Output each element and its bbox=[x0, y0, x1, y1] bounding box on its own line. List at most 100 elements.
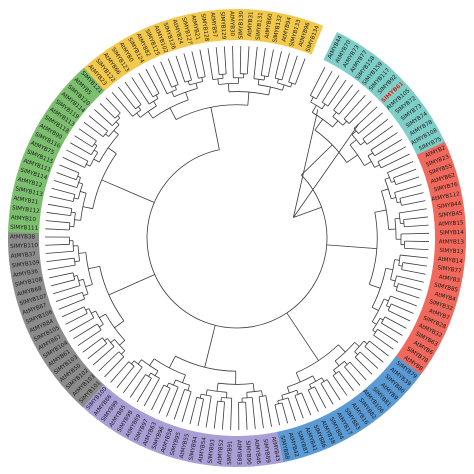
branch-segment bbox=[287, 397, 296, 421]
branch-segment bbox=[263, 75, 266, 81]
branch-segment bbox=[169, 107, 177, 120]
branch-segment bbox=[51, 187, 76, 195]
branch-arc bbox=[387, 172, 392, 183]
branch-segment bbox=[232, 46, 234, 78]
branch-segment bbox=[107, 147, 117, 154]
branch-segment bbox=[66, 149, 89, 162]
leaf-label: SlMYB77 bbox=[437, 265, 462, 275]
branch-segment bbox=[260, 48, 266, 76]
branch-segment bbox=[384, 177, 390, 180]
branch-segment bbox=[195, 82, 198, 89]
branch-segment bbox=[154, 370, 159, 376]
branch-segment bbox=[116, 365, 135, 389]
purple-clade-segment bbox=[251, 434, 265, 467]
branch-segment bbox=[201, 77, 204, 82]
branch-segment bbox=[166, 382, 170, 387]
red-clade-segment bbox=[430, 270, 463, 287]
grey-clade-segment bbox=[26, 315, 59, 337]
branch-segment bbox=[267, 49, 274, 77]
branch-segment bbox=[82, 337, 103, 353]
branch-segment bbox=[187, 80, 190, 86]
branch-segment bbox=[293, 123, 360, 218]
branch-segment bbox=[309, 384, 312, 389]
purple-clade-segment bbox=[259, 433, 274, 466]
branch-segment bbox=[117, 115, 121, 119]
branch-segment bbox=[45, 220, 70, 224]
branch-segment bbox=[282, 84, 285, 91]
branch-segment bbox=[108, 274, 155, 296]
branch-arc bbox=[108, 124, 120, 137]
cyan-clade-segment bbox=[394, 99, 426, 127]
branch-segment bbox=[312, 375, 317, 382]
branch-segment bbox=[399, 192, 424, 199]
branch-segment bbox=[311, 105, 317, 113]
branch-segment bbox=[104, 338, 108, 341]
branch-segment bbox=[80, 191, 87, 194]
leaf-label: SlMYB91 bbox=[227, 440, 234, 465]
branch-segment bbox=[400, 254, 428, 259]
branch-segment bbox=[394, 184, 422, 193]
branch-arc bbox=[146, 149, 328, 329]
branch-segment bbox=[73, 275, 78, 277]
red-clade-segment bbox=[428, 178, 461, 196]
leaf-label: AtMYB46 bbox=[253, 439, 261, 465]
cyan-clade-segment bbox=[408, 124, 441, 148]
blue-clade-segment bbox=[284, 427, 303, 461]
branch-segment bbox=[314, 119, 324, 131]
branch-segment bbox=[390, 295, 417, 307]
branch-segment bbox=[86, 163, 91, 167]
branch-segment bbox=[46, 257, 75, 263]
branch-segment bbox=[321, 75, 340, 103]
blue-clade-segment bbox=[339, 402, 365, 435]
branch-arc bbox=[114, 339, 126, 352]
branch-arc bbox=[152, 93, 160, 98]
leaf-label: AtMYB15 bbox=[438, 220, 464, 228]
blue-clade-segment bbox=[353, 392, 381, 424]
branch-segment bbox=[397, 201, 401, 204]
branch-segment bbox=[189, 397, 198, 425]
branch-arc bbox=[398, 212, 401, 224]
branch-arc bbox=[390, 259, 396, 280]
branch-arc bbox=[70, 208, 73, 216]
branch-segment bbox=[385, 267, 393, 271]
yellow-clade-segment bbox=[294, 18, 315, 52]
cyan-clade-segment bbox=[365, 64, 395, 94]
leaf-label: AtMYB10 bbox=[11, 215, 37, 223]
branch-arc bbox=[198, 76, 206, 79]
branch-segment bbox=[321, 103, 326, 110]
branch-segment bbox=[239, 46, 242, 74]
branch-segment bbox=[175, 55, 186, 83]
branch-segment bbox=[296, 390, 299, 395]
purple-clade-segment bbox=[185, 430, 202, 464]
branch-segment bbox=[349, 139, 357, 146]
leaf-label: SlMYB130 bbox=[238, 11, 245, 39]
branch-segment bbox=[380, 153, 410, 169]
branch-segment bbox=[59, 164, 80, 174]
branch-arc bbox=[163, 384, 171, 389]
grey-clade-segment bbox=[22, 307, 55, 329]
branch-segment bbox=[94, 109, 113, 126]
blue-clade-segment bbox=[300, 422, 322, 455]
leaf-label: AtMYB38 bbox=[10, 234, 36, 240]
branch-segment bbox=[387, 310, 411, 322]
leaf-label: SlMYB128 bbox=[199, 13, 209, 42]
branch-arc bbox=[368, 212, 378, 285]
branch-segment bbox=[401, 200, 426, 206]
cyan-clade-segment bbox=[378, 77, 408, 107]
branch-segment bbox=[404, 224, 429, 228]
grey-clade-segment bbox=[16, 291, 49, 310]
green-clade-segment bbox=[63, 80, 94, 109]
branch-segment bbox=[359, 351, 379, 369]
branch-segment bbox=[349, 361, 367, 381]
red-clade-segment bbox=[426, 287, 459, 306]
branch-segment bbox=[344, 366, 361, 386]
green-clade-segment bbox=[14, 173, 48, 192]
yellow-clade-segment bbox=[286, 16, 305, 49]
grey-clade-segment bbox=[49, 352, 81, 379]
branch-segment bbox=[213, 401, 218, 429]
branch-segment bbox=[98, 323, 104, 328]
branch-segment bbox=[332, 375, 348, 396]
branch-segment bbox=[74, 135, 93, 148]
branch-segment bbox=[85, 284, 93, 288]
branch-segment bbox=[49, 272, 74, 279]
